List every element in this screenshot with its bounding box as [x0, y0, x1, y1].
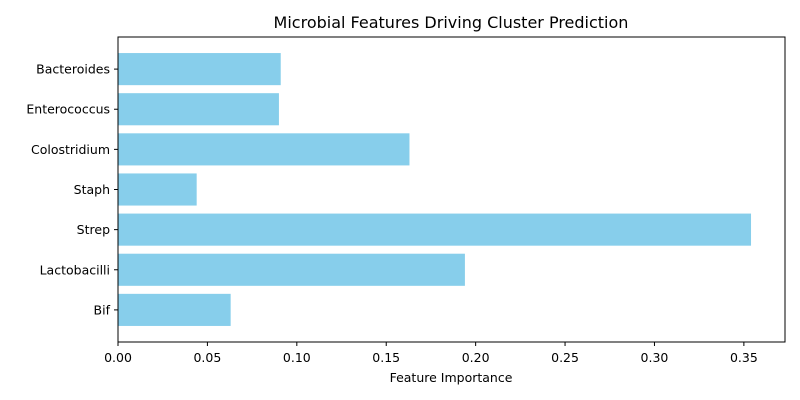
- x-tick-label: 0.20: [462, 350, 490, 365]
- bar-bacteroides: [118, 53, 281, 86]
- y-tick-label-strep: Strep: [77, 222, 110, 237]
- x-tick-label: 0.25: [551, 350, 579, 365]
- y-tick-label-lactobacilli: Lactobacilli: [40, 262, 110, 277]
- y-tick-label-enterococcus: Enterococcus: [26, 102, 110, 117]
- x-tick-label: 0.35: [730, 350, 758, 365]
- chart-title: Microbial Features Driving Cluster Predi…: [274, 13, 629, 32]
- x-tick-label: 0.00: [104, 350, 132, 365]
- bar-enterococcus: [118, 93, 279, 126]
- y-axis-ticks: Bif Lactobacilli Strep Staph Colostridium Ent…: [26, 62, 118, 317]
- bar-bif: [118, 293, 231, 326]
- x-tick-label: 0.05: [193, 350, 221, 365]
- bar-colostridium: [118, 133, 410, 166]
- bar-lactobacilli: [118, 253, 465, 286]
- x-tick-label: 0.15: [372, 350, 400, 365]
- x-tick-label: 0.30: [641, 350, 669, 365]
- y-tick-label-staph: Staph: [74, 182, 110, 197]
- y-tick-label-colostridium: Colostridium: [31, 142, 110, 157]
- x-axis-ticks: 0.00 0.05 0.10 0.15 0.20 0.25 0.30 0.35: [104, 342, 758, 365]
- bar-staph: [118, 173, 197, 206]
- y-tick-label-bif: Bif: [94, 302, 111, 317]
- bar-strep: [118, 213, 752, 246]
- x-tick-label: 0.10: [283, 350, 311, 365]
- y-tick-label-bacteroides: Bacteroides: [36, 62, 110, 77]
- bars-group: [118, 53, 752, 326]
- x-axis-label: Feature Importance: [390, 370, 513, 385]
